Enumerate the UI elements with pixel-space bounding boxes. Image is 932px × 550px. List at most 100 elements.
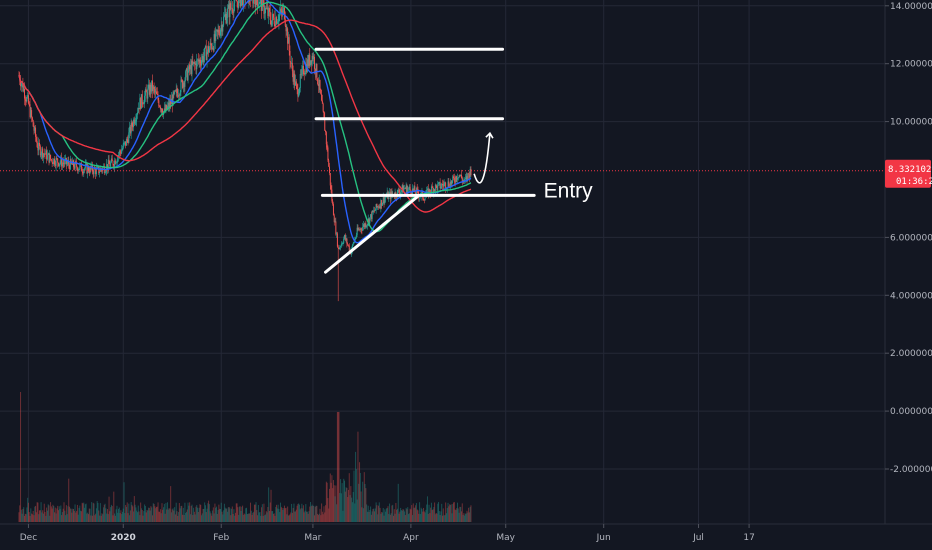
time-tick-label: Apr <box>403 533 419 543</box>
candle-body <box>87 166 89 174</box>
candle-body <box>203 56 205 62</box>
volume-bar <box>220 502 222 522</box>
candle-body <box>76 162 78 168</box>
candle-body <box>452 176 454 181</box>
candle-body <box>220 24 222 30</box>
volume-bar <box>38 514 40 522</box>
candle-body <box>254 0 256 8</box>
volume-bar <box>295 511 297 522</box>
volume-bar <box>372 508 374 522</box>
volume-bar <box>226 508 228 522</box>
volume-bar <box>254 504 256 522</box>
volume-bar <box>133 511 135 522</box>
volume-bar <box>39 510 41 522</box>
volume-bar <box>120 510 122 522</box>
time-tick-label: 2020 <box>111 533 136 543</box>
volume-bar <box>338 412 340 522</box>
candle-body <box>225 13 227 24</box>
price-axis-panel[interactable] <box>885 0 932 524</box>
volume-bar <box>280 506 282 522</box>
volume-bar <box>122 508 124 522</box>
volume-bar <box>47 504 49 522</box>
candle-body <box>252 0 254 4</box>
volume-bar <box>51 508 53 522</box>
candle-body <box>42 153 44 158</box>
candle-body <box>322 103 324 112</box>
volume-bar <box>146 510 148 522</box>
candle-body <box>286 28 288 32</box>
volume-bar <box>411 515 413 522</box>
volume-bar <box>178 512 180 522</box>
volume-bar <box>448 506 450 522</box>
price-tick-label: 6.00000000 <box>890 233 932 243</box>
volume-bar <box>143 511 145 522</box>
volume-bar <box>70 508 72 522</box>
candle-body <box>31 117 33 121</box>
candle-body <box>449 181 451 188</box>
volume-bar <box>126 502 128 522</box>
candle-body <box>384 198 386 204</box>
candle-body <box>372 210 374 213</box>
volume-bar <box>309 506 311 522</box>
candle-body <box>273 17 275 25</box>
candle-body <box>114 160 116 167</box>
candle-body <box>373 210 375 213</box>
volume-bar <box>232 513 234 522</box>
volume-bar <box>369 509 371 522</box>
volume-bar <box>331 475 333 522</box>
candle-body <box>41 148 43 154</box>
candle-body <box>402 185 404 193</box>
volume-bar <box>69 506 71 522</box>
candle-body <box>44 153 46 155</box>
volume-bar <box>333 485 335 522</box>
candle-body <box>64 160 66 164</box>
candle-body <box>398 189 400 193</box>
volume-bar <box>46 510 48 522</box>
time-axis-panel[interactable] <box>0 524 932 550</box>
volume-bar <box>179 508 181 522</box>
candle-body <box>441 184 443 187</box>
volume-bar <box>42 513 44 522</box>
volume-bar <box>295 509 297 522</box>
candle-body <box>26 97 28 102</box>
candle-body <box>369 217 371 224</box>
volume-bar <box>142 515 144 522</box>
volume-bar <box>406 509 408 522</box>
candle-body <box>393 196 395 198</box>
candle-body <box>295 81 297 86</box>
candle-body <box>67 161 69 164</box>
candle-body <box>138 107 140 110</box>
volume-bar <box>285 507 287 522</box>
volume-bar <box>409 508 411 522</box>
candle-body <box>257 0 259 7</box>
volume-bar <box>346 487 348 522</box>
volume-bar <box>206 508 208 522</box>
candle-body <box>459 175 461 176</box>
candle-body <box>276 21 278 24</box>
volume-bar <box>212 510 214 522</box>
candle-body <box>343 238 345 244</box>
candle-body <box>450 181 452 185</box>
volume-bar <box>317 513 319 522</box>
volume-bar <box>300 508 302 522</box>
candle-body <box>321 100 323 104</box>
volume-bar <box>373 508 375 522</box>
volume-bar <box>382 507 384 522</box>
volume-bar <box>125 505 127 522</box>
volume-bar <box>119 513 121 522</box>
candle-body <box>65 158 67 161</box>
candle-body <box>104 172 106 173</box>
volume-bar <box>229 508 231 522</box>
moving-average-line <box>18 0 472 244</box>
candle-body <box>210 42 212 46</box>
candle-body <box>53 158 55 164</box>
candle-body <box>376 204 378 208</box>
volume-bar <box>267 507 269 522</box>
volume-bar <box>84 507 86 522</box>
candle-body <box>58 163 60 166</box>
candle-body <box>401 185 403 191</box>
candle-body <box>176 89 178 94</box>
volume-bar <box>82 503 84 522</box>
volume-bar <box>61 515 63 522</box>
